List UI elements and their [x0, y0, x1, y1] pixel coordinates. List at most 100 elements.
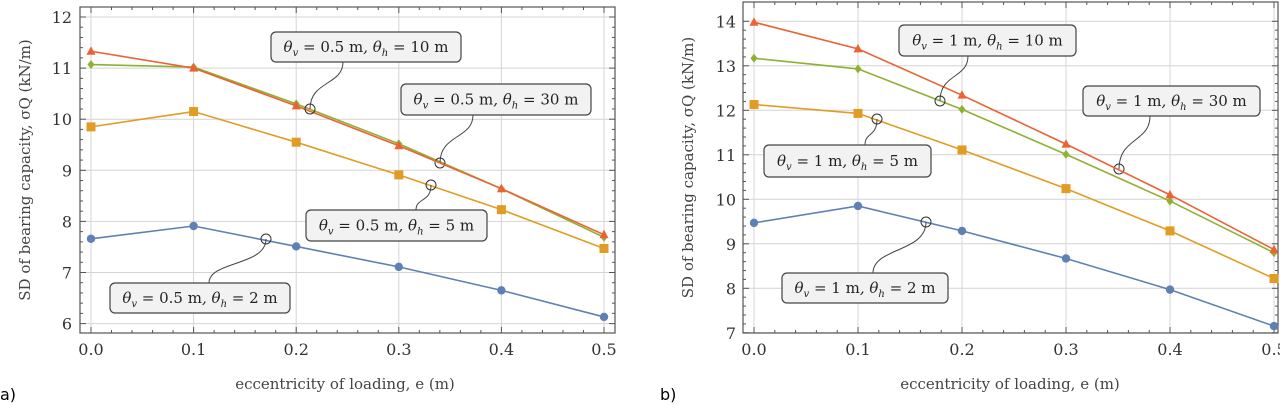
data-point: [957, 226, 967, 236]
chart-panel-a: 0.0 0.1 0.2 0.3 0.4 0.5 6 7 8 9 10 11 12 eccentricity…: [0, 6, 617, 404]
series-blue: [749, 201, 1279, 331]
callout-marker: [920, 216, 932, 228]
data-point: [599, 229, 609, 239]
data-point: [1269, 321, 1279, 331]
data-point: [750, 53, 758, 63]
y-tick-label: 8: [62, 212, 72, 231]
theta-symbol: θ: [1096, 92, 1105, 110]
data-point: [749, 218, 759, 228]
callout-line: [1118, 115, 1151, 170]
equals: =: [298, 38, 320, 56]
x-tick-label: 0.2: [283, 340, 308, 359]
data-point: [853, 43, 863, 53]
theta-v-value: 1 m: [949, 32, 978, 50]
callout-box: [781, 272, 949, 304]
callout-label: θv = 0.5 m, θh = 10 m: [284, 38, 449, 59]
data-point: [86, 122, 96, 132]
subscript: v: [786, 162, 792, 173]
callout-line: [309, 61, 344, 110]
data-point: [853, 108, 863, 118]
y-tick-label: 7: [726, 324, 736, 343]
series-callout: θv = 0.5 m, θh = 30 m: [400, 83, 592, 169]
callout-line: [939, 55, 969, 102]
equals: =: [1003, 32, 1025, 50]
series-line: [90, 50, 605, 236]
equals: =: [809, 279, 831, 297]
data-point: [86, 234, 96, 243]
x-tick-label: 0.3: [1053, 340, 1078, 359]
callout-box: [400, 83, 592, 116]
data-point: [1165, 189, 1175, 199]
data-point: [394, 170, 404, 180]
y-tick-label: 14: [716, 12, 736, 31]
data-point: [497, 286, 506, 295]
series-callout: θv = 1 m, θh = 10 m: [898, 24, 1077, 107]
theta-v-value: 1 m: [1133, 92, 1162, 110]
theta-symbol: , θ: [363, 38, 382, 56]
data-point: [1166, 196, 1174, 206]
y-tick-label: 13: [716, 57, 736, 76]
data-point: [1165, 285, 1175, 294]
callout-box: [763, 144, 932, 178]
callout-label: θv = 1 m, θh = 5 m: [777, 152, 918, 173]
y-tick-label: 10: [52, 110, 72, 129]
x-tick-label: 0.4: [489, 340, 514, 359]
y-tick-label: 9: [726, 235, 736, 254]
equals: =: [927, 32, 949, 50]
data-point: [1165, 226, 1175, 236]
x-tick-label: 0.0: [78, 340, 103, 359]
theta-v-value: 0.5 m: [159, 289, 202, 307]
series-callout: θv = 0.5 m, θh = 10 m: [270, 31, 462, 115]
data-point: [189, 107, 199, 117]
subscript: v: [804, 289, 810, 300]
theta-symbol: θ: [414, 91, 423, 109]
x-tick-label: 0.5: [591, 340, 616, 359]
theta-symbol: , θ: [860, 279, 879, 297]
callout-label: θv = 0.5 m, θh = 30 m: [414, 91, 579, 112]
theta-v-value: 0.5 m: [450, 91, 493, 109]
series-line: [753, 205, 1275, 327]
x-tick-label: 0.1: [181, 340, 206, 359]
series-red: [86, 46, 609, 239]
subscript: h: [861, 162, 867, 173]
y-tick-label: 7: [62, 264, 72, 283]
equals: =: [867, 152, 889, 170]
data-point: [86, 46, 96, 55]
subscript: v: [423, 101, 429, 112]
data-point: [1061, 184, 1071, 194]
callout-line: [415, 184, 432, 211]
theta-symbol: , θ: [493, 91, 512, 109]
callout-label: θv = 1 m, θh = 30 m: [1096, 92, 1247, 113]
callout-box: [898, 24, 1077, 57]
panel-label: a): [0, 385, 16, 404]
callout-label: θv = 1 m, θh = 10 m: [912, 32, 1063, 53]
theta-symbol: , θ: [398, 217, 417, 235]
data-point: [291, 100, 301, 110]
equals: =: [428, 91, 450, 109]
data-point: [1061, 254, 1071, 263]
callout-label: θv = 0.5 m, θh = 5 m: [319, 217, 474, 238]
theta-h-value: 2 m: [907, 279, 936, 297]
plot-frame: [742, 1, 1279, 334]
x-axis-title: eccentricity of loading, e (m): [900, 375, 1120, 393]
callout-marker: [871, 113, 883, 125]
data-point: [599, 243, 609, 253]
theta-v-value: 0.5 m: [356, 217, 399, 235]
theta-v-value: 1 m: [814, 152, 843, 170]
theta-symbol: θ: [319, 217, 328, 235]
data-point: [1062, 149, 1070, 159]
theta-symbol: , θ: [978, 32, 997, 50]
data-point: [496, 183, 506, 193]
theta-symbol: θ: [122, 289, 131, 307]
equals: =: [227, 289, 249, 307]
subscript: v: [921, 42, 927, 53]
series-red: [749, 17, 1279, 254]
data-point: [957, 145, 967, 155]
callout-box: [1082, 85, 1261, 117]
subscript: v: [131, 299, 137, 310]
data-point: [599, 312, 609, 322]
theta-h-value: 5 m: [446, 217, 475, 235]
theta-symbol: , θ: [202, 289, 221, 307]
equals: =: [424, 217, 446, 235]
